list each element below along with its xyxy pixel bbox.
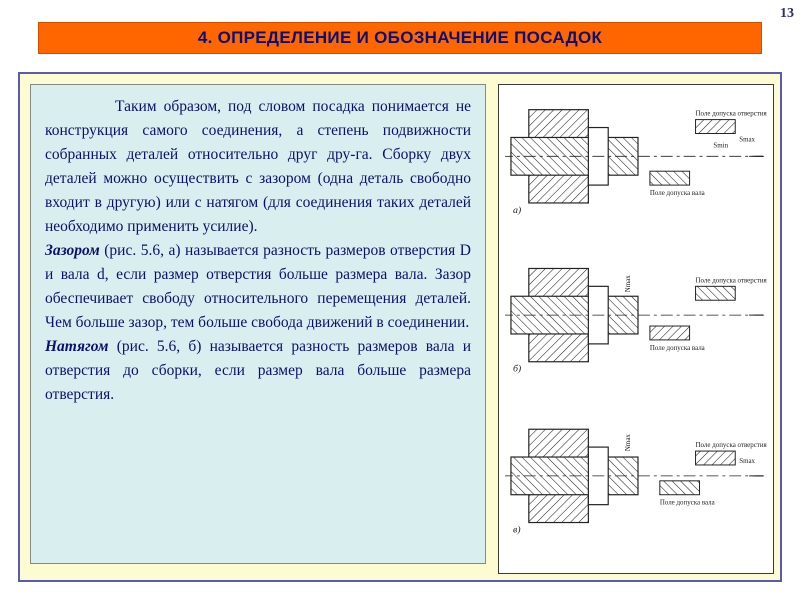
section-title: 4. ОПРЕДЕЛЕНИЕ И ОБОЗНАЧЕНИЕ ПОСАДОК (198, 28, 602, 48)
fit-diagram-svg: 0 Поле допуска отверстия Поле допуска ва… (505, 91, 767, 567)
label-tol-hole-b: Поле допуска отверстия (696, 276, 767, 284)
content-panel: Таким образом, под словом посадка понима… (18, 72, 782, 582)
p1-text: Таким образом, под словом посадка понима… (45, 98, 471, 235)
label-smax-v: Smax (739, 457, 755, 465)
label-tol-shaft-a: Поле допуска вала (650, 189, 705, 197)
p2-term: Зазором (45, 242, 100, 259)
label-tol-shaft-b: Поле допуска вала (650, 344, 705, 352)
p3-text: (рис. 5.6, б) называется разность размер… (45, 338, 471, 403)
label-smin-a: Smin (713, 141, 728, 149)
label-tol-hole-a: Поле допуска отверстия (696, 110, 767, 118)
subfig-a: Поле допуска отверстия Поле допуска вала… (505, 110, 767, 216)
subfig-v: Поле допуска отверстия Поле допуска вала… (505, 429, 767, 535)
label-nmax-v: Nmax (624, 434, 632, 451)
paragraph-3: Натягом (рис. 5.6, б) называется разност… (45, 335, 471, 407)
label-nmax-b: Nmax (624, 275, 632, 292)
subfig-v-label: в) (513, 524, 521, 535)
label-smax-a: Smax (739, 135, 755, 143)
subfig-a-label: а) (513, 205, 521, 216)
definition-text-box: Таким образом, под словом посадка понима… (30, 84, 486, 564)
page-number: 13 (780, 6, 794, 22)
title-band: 4. ОПРЕДЕЛЕНИЕ И ОБОЗНАЧЕНИЕ ПОСАДОК (38, 22, 762, 54)
p3-term: Натягом (45, 338, 109, 355)
subfig-b-label: б) (513, 364, 521, 375)
subfig-b: Поле допуска отверстия Поле допуска вала… (505, 268, 767, 374)
paragraph-1: Таким образом, под словом посадка понима… (45, 95, 471, 239)
figure-5-6: 0 Поле допуска отверстия Поле допуска ва… (498, 84, 774, 574)
p2-text: (рис. 5.6, а) называется разность размер… (45, 242, 471, 331)
label-tol-shaft-v: Поле допуска вала (660, 499, 715, 507)
label-tol-hole-v: Поле допуска отверстия (696, 441, 767, 449)
paragraph-2: Зазором (рис. 5.6, а) называется разност… (45, 239, 471, 335)
